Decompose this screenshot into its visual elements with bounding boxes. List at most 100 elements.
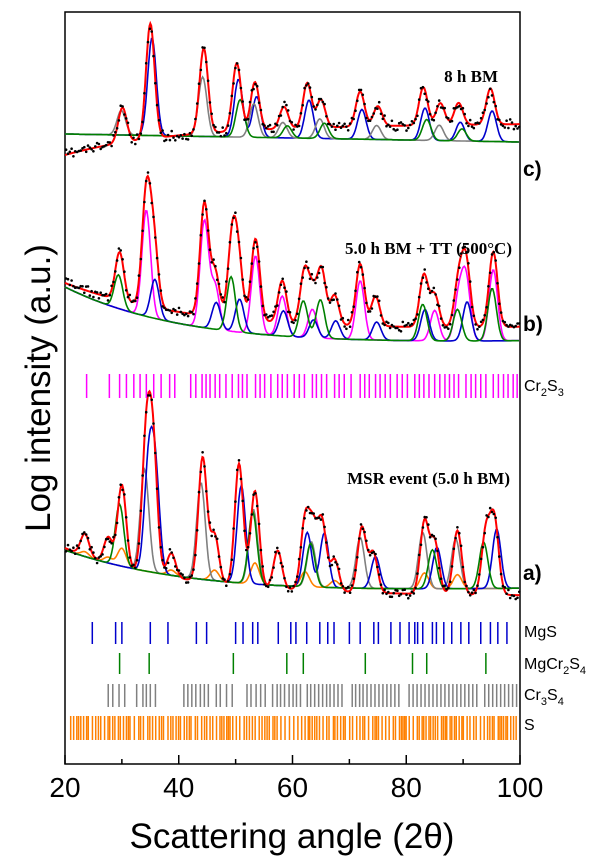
observed-point <box>352 577 356 580</box>
observed-point <box>219 134 223 138</box>
observed-point <box>316 276 319 279</box>
observed-point <box>356 556 359 559</box>
observed-point <box>246 545 250 549</box>
legend-mgs-base: MgS <box>524 624 557 641</box>
observed-point <box>498 302 501 306</box>
observed-point <box>441 106 445 110</box>
observed-point <box>346 318 350 322</box>
observed-point <box>79 539 82 543</box>
observed-point <box>279 283 283 287</box>
observed-point <box>428 291 432 295</box>
observed-point <box>104 143 108 147</box>
observed-point <box>465 250 468 254</box>
observed-point <box>437 99 441 102</box>
observed-point <box>112 535 115 539</box>
observed-point <box>392 325 396 328</box>
observed-point <box>155 103 159 107</box>
observed-point <box>416 313 419 316</box>
observed-point <box>226 267 230 271</box>
observed-point <box>265 126 268 130</box>
observed-point <box>112 134 115 137</box>
observed-point <box>285 585 288 589</box>
observed-point <box>363 286 366 290</box>
observed-point <box>490 94 494 97</box>
observed-point <box>103 545 106 549</box>
observed-point <box>197 82 201 85</box>
observed-point <box>454 536 457 540</box>
observed-point <box>161 558 164 562</box>
observed-point <box>221 296 224 299</box>
observed-point <box>328 123 332 126</box>
observed-point <box>427 523 430 526</box>
observed-point <box>212 528 215 532</box>
observed-point <box>210 534 213 538</box>
observed-point <box>381 117 385 121</box>
legend-mgcr2s4-base: MgCr <box>524 656 564 673</box>
observed-point <box>134 566 137 570</box>
legend-cr2s3-mid: S <box>547 378 558 395</box>
observed-point <box>299 112 303 115</box>
observed-point <box>66 543 70 547</box>
observed-point <box>128 133 132 136</box>
observed-point <box>428 112 432 116</box>
observed-point <box>512 127 516 131</box>
observed-point <box>77 546 81 550</box>
observed-point <box>470 591 474 594</box>
observed-point <box>336 124 339 128</box>
observed-point <box>228 572 232 576</box>
observed-point <box>92 295 95 299</box>
observed-point <box>510 324 514 328</box>
observed-point <box>223 134 226 137</box>
observed-point <box>210 112 213 116</box>
observed-point <box>248 532 252 535</box>
observed-point <box>201 213 204 216</box>
observed-point <box>288 586 292 589</box>
observed-point <box>92 150 95 153</box>
observed-point <box>439 317 443 320</box>
observed-point <box>456 526 459 529</box>
observed-point <box>205 208 208 211</box>
observed-point <box>458 104 461 108</box>
observed-point <box>117 119 121 122</box>
observed-point <box>472 126 476 130</box>
observed-point <box>203 46 206 50</box>
observed-point <box>514 324 517 328</box>
observed-point <box>235 62 239 65</box>
observed-point <box>281 565 285 568</box>
observed-point <box>272 310 275 314</box>
observed-point <box>166 133 170 137</box>
observed-point <box>106 299 110 302</box>
observed-point <box>143 91 146 95</box>
observed-point <box>341 585 345 588</box>
component-curve <box>65 98 519 143</box>
observed-point <box>365 301 368 305</box>
observed-point <box>294 580 297 584</box>
observed-point <box>467 590 470 594</box>
observed-point <box>208 101 212 104</box>
observed-point <box>250 513 254 516</box>
observed-point <box>192 128 195 131</box>
observed-point <box>483 108 487 112</box>
observed-point <box>285 290 288 293</box>
observed-point <box>92 551 95 554</box>
observed-point <box>412 121 416 125</box>
observed-point <box>505 592 508 595</box>
observed-point <box>399 121 403 124</box>
legend-s: S <box>524 717 535 734</box>
observed-point <box>155 256 159 260</box>
observed-point <box>325 541 328 544</box>
observed-point <box>308 86 312 89</box>
observed-point <box>419 282 423 285</box>
observed-point <box>408 123 412 127</box>
observed-point <box>396 128 399 131</box>
observed-point <box>374 552 377 556</box>
legend-cr3s4-sub2: 4 <box>558 696 564 708</box>
observed-point <box>166 561 170 565</box>
observed-point <box>405 593 408 597</box>
observed-point <box>235 230 239 233</box>
observed-point <box>414 117 417 121</box>
observed-point <box>255 84 259 88</box>
observed-point <box>266 585 270 589</box>
observed-point <box>64 550 68 553</box>
observed-point <box>348 325 352 329</box>
